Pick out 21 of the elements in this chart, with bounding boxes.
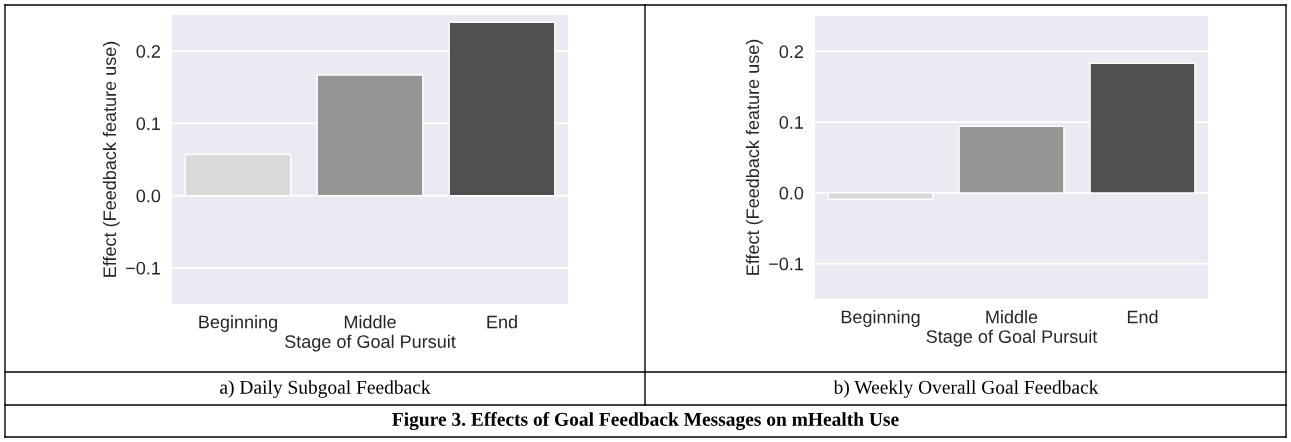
x-tick-label: End <box>487 315 517 329</box>
y-tick-label: 0.2 <box>779 45 803 59</box>
y-tick-label: 0.0 <box>136 189 161 203</box>
y-axis-title: Effect (Feedback feature use) <box>745 39 763 275</box>
x-tick-label: Beginning <box>841 310 920 327</box>
x-tick-label: Beginning <box>199 315 277 332</box>
x-axis-title: Stage of Goal Pursuit <box>285 334 456 352</box>
y-tick-label: 0.0 <box>779 186 804 200</box>
y-tick-label: −0.1 <box>126 261 161 275</box>
x-tick-label: End <box>1127 310 1158 324</box>
x-tick-label: Middle <box>344 315 396 329</box>
x-axis-title: Stage of Goal Pursuit <box>926 329 1098 347</box>
y-tick-label: 0.1 <box>779 116 804 129</box>
caption: Figure 3. Effects of Goal Feedback Messages on mHealth Use <box>392 412 899 430</box>
y-tick-label: 0.2 <box>136 45 160 58</box>
y-tick-label: 0.1 <box>136 117 161 131</box>
y-axis-title: Effect (Feedback feature use) <box>102 41 120 277</box>
text: a) Daily Subgoal Feedback <box>220 380 431 398</box>
y-tick-label: −0.1 <box>769 257 804 271</box>
text: b) Weekly Overall Goal Feedback <box>833 380 1099 398</box>
x-tick-label: Middle <box>986 310 1038 324</box>
